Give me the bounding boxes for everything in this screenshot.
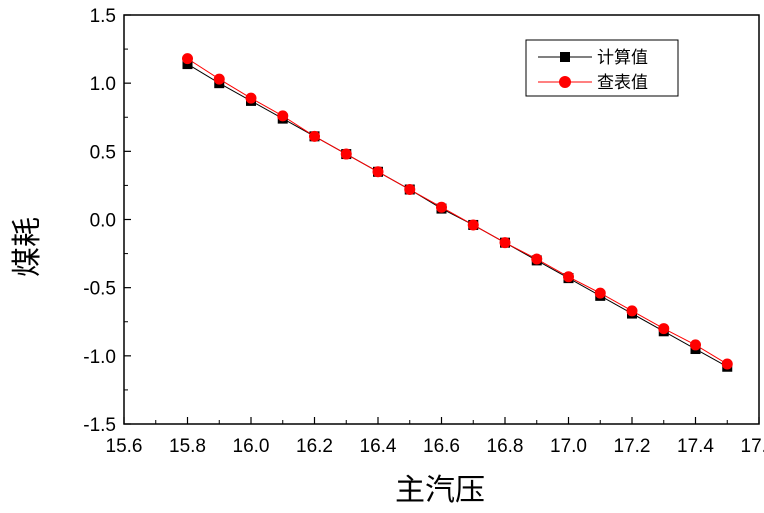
series-2-point	[531, 253, 543, 265]
series-2-point	[721, 358, 733, 370]
series-2-point	[404, 184, 416, 196]
y-tick-label: 0.0	[90, 211, 116, 232]
x-axis-title: 主汽压	[395, 473, 485, 508]
legend-label-series-1: 计算值	[597, 48, 648, 68]
x-tick-label: 16.4	[360, 436, 397, 457]
series-2-point	[213, 73, 225, 85]
series-2-point	[340, 148, 352, 160]
series-line-1	[187, 63, 728, 368]
series-2-point	[277, 110, 289, 122]
y-axis: -1.5 -1.0 -0.5 0.0 0.5 1.0 1.5	[83, 6, 131, 436]
legend-label-series-2: 查表值	[597, 73, 648, 93]
y-tick-label: 0.5	[90, 142, 116, 163]
x-tick-label: 16.0	[233, 436, 270, 457]
x-tick-label: 16.2	[296, 436, 333, 457]
x-axis: 15.6 15.8 16.0 16.2 16.4 16.6 16.8 17.0 17.2 17.4…	[106, 417, 764, 457]
series-line-2	[187, 58, 728, 365]
series-2-point	[467, 219, 479, 231]
y-tick-label: 1.0	[90, 74, 116, 95]
legend-marker-series-1	[560, 52, 570, 62]
x-tick-label: 16.8	[487, 436, 524, 457]
series-2-point	[436, 201, 447, 213]
y-axis-title: 煤耗	[10, 217, 45, 277]
x-tick-label: 17.0	[550, 436, 587, 457]
x-tick-label: 15.6	[106, 436, 143, 457]
series-2-point	[658, 323, 670, 335]
x-tick-label: 17.4	[677, 436, 714, 457]
x-tick-label: 16.6	[423, 436, 460, 457]
series-2-point	[594, 287, 606, 299]
series-2-point	[372, 166, 384, 178]
series-2-point	[563, 271, 574, 283]
y-tick-label: -0.5	[83, 279, 116, 300]
series-2-point	[690, 339, 701, 351]
x-tick-label: 17.6	[741, 436, 764, 457]
y-tick-label: -1.0	[83, 347, 116, 368]
series-2-point	[309, 130, 320, 142]
legend-marker-series-2	[559, 76, 571, 88]
series-2-point	[499, 237, 511, 249]
series-2-point	[245, 92, 257, 104]
x-tick-label: 17.2	[614, 436, 651, 457]
legend-box	[525, 39, 679, 97]
legend: 计算值 查表值	[525, 39, 679, 97]
series-layer	[182, 53, 733, 372]
series-2-point	[182, 53, 193, 65]
series-2-point	[626, 305, 638, 317]
y-tick-label: 1.5	[90, 6, 116, 27]
x-tick-label: 15.8	[169, 436, 206, 457]
y-tick-label: -1.5	[83, 415, 116, 436]
